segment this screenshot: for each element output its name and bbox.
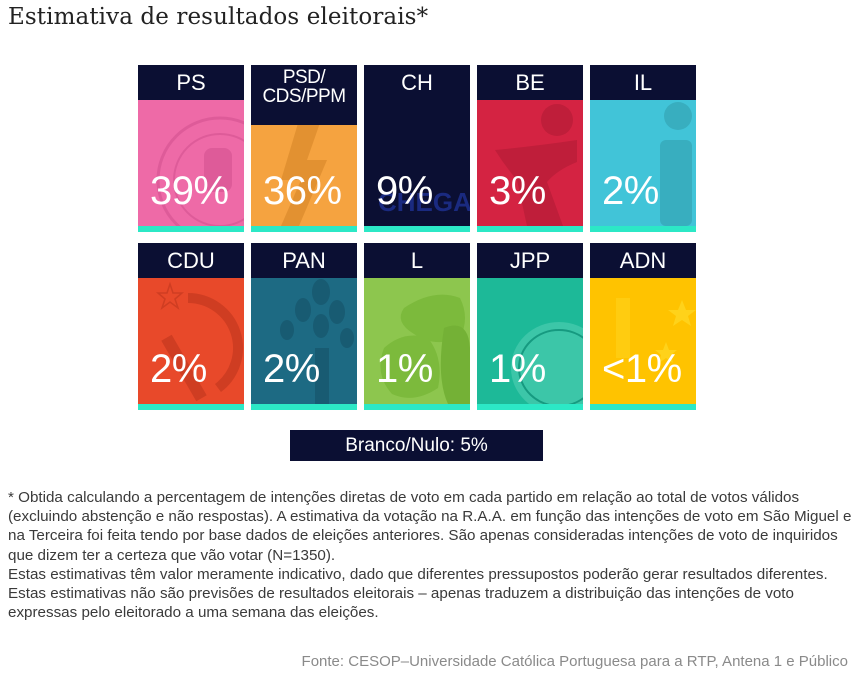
accent-stripe	[477, 226, 583, 232]
note-paragraph: Estas estimativas têm valor meramente in…	[8, 565, 828, 622]
party-tile-adn: ADN <1%	[590, 243, 696, 410]
party-color-block	[138, 278, 244, 404]
party-name: BE	[477, 65, 583, 100]
party-percentage: 2%	[602, 169, 659, 213]
adn-star-logo-icon	[616, 298, 696, 363]
ps-fist-logo-icon	[156, 116, 244, 226]
results-grid: PS 39% PSD/ CDS/PPM 36% CH CHEGA	[138, 65, 696, 410]
party-tile-jpp: JPP 1%	[477, 243, 583, 410]
source-credit: Fonte: CESOP–Universidade Católica Portu…	[301, 653, 848, 670]
party-color-block	[590, 278, 696, 404]
livre-blob-logo-icon	[380, 294, 470, 404]
party-percentage: 36%	[263, 169, 342, 213]
cdu-hammer-sickle-logo-icon	[155, 281, 243, 402]
party-name: ADN	[590, 243, 696, 278]
party-name: PAN	[251, 243, 357, 278]
party-tile-be: BE 3%	[477, 65, 583, 232]
pan-tree-logo-icon	[280, 279, 354, 404]
party-color-block	[477, 100, 583, 226]
party-percentage: <1%	[602, 347, 682, 391]
party-percentage: 1%	[376, 347, 433, 391]
party-percentage: 2%	[263, 347, 320, 391]
party-color-block	[590, 100, 696, 226]
methodology-notes: * Obtida calculando a percentagem de int…	[8, 488, 856, 622]
accent-stripe	[251, 404, 357, 410]
note-paragraph: * Obtida calculando a percentagem de int…	[8, 489, 852, 564]
party-name-line-1: PSD/	[282, 67, 326, 88]
blank-null-box: Branco/Nulo: 5%	[290, 430, 543, 461]
party-tile-ch: CH CHEGA 9%	[364, 65, 470, 232]
accent-stripe	[590, 226, 696, 232]
party-name-line-2: CDS/PPM	[262, 86, 346, 107]
party-name: PSD/ CDS/PPM	[251, 65, 357, 125]
party-percentage: 2%	[150, 347, 207, 391]
party-percentage: 1%	[489, 347, 546, 391]
psd-arrow-logo-icon	[281, 120, 327, 226]
svg-text:CHEGA: CHEGA	[378, 187, 470, 217]
party-name: CDU	[138, 243, 244, 278]
accent-stripe	[251, 226, 357, 232]
party-name: JPP	[477, 243, 583, 278]
il-i-logo-icon	[660, 102, 692, 226]
chega-logo-icon: CHEGA	[378, 187, 470, 217]
be-person-logo-icon	[495, 104, 577, 226]
party-color-block	[138, 100, 244, 226]
accent-stripe	[138, 404, 244, 410]
party-color-block	[477, 278, 583, 404]
party-tile-pan: PAN 2%	[251, 243, 357, 410]
party-name: PS	[138, 65, 244, 100]
party-color-block: CHEGA	[364, 100, 470, 226]
chart-title: Estimativa de resultados eleitorais*	[8, 4, 429, 30]
accent-stripe	[477, 404, 583, 410]
party-name: CH	[364, 65, 470, 100]
party-percentage: 3%	[489, 169, 546, 213]
accent-stripe	[364, 226, 470, 232]
party-tile-cdu: CDU 2%	[138, 243, 244, 410]
party-percentage: 9%	[376, 169, 433, 213]
accent-stripe	[364, 404, 470, 410]
party-tile-psd-cds-ppm: PSD/ CDS/PPM 36%	[251, 65, 357, 232]
party-tile-l: L 1%	[364, 243, 470, 410]
party-percentage: 39%	[150, 169, 229, 213]
party-tile-il: IL 2%	[590, 65, 696, 232]
party-name: IL	[590, 65, 696, 100]
jpp-circle-logo-icon	[511, 322, 583, 404]
accent-stripe	[138, 226, 244, 232]
party-name: L	[364, 243, 470, 278]
party-tile-ps: PS 39%	[138, 65, 244, 232]
accent-stripe	[590, 404, 696, 410]
party-color-block	[364, 278, 470, 404]
party-color-block	[251, 278, 357, 404]
